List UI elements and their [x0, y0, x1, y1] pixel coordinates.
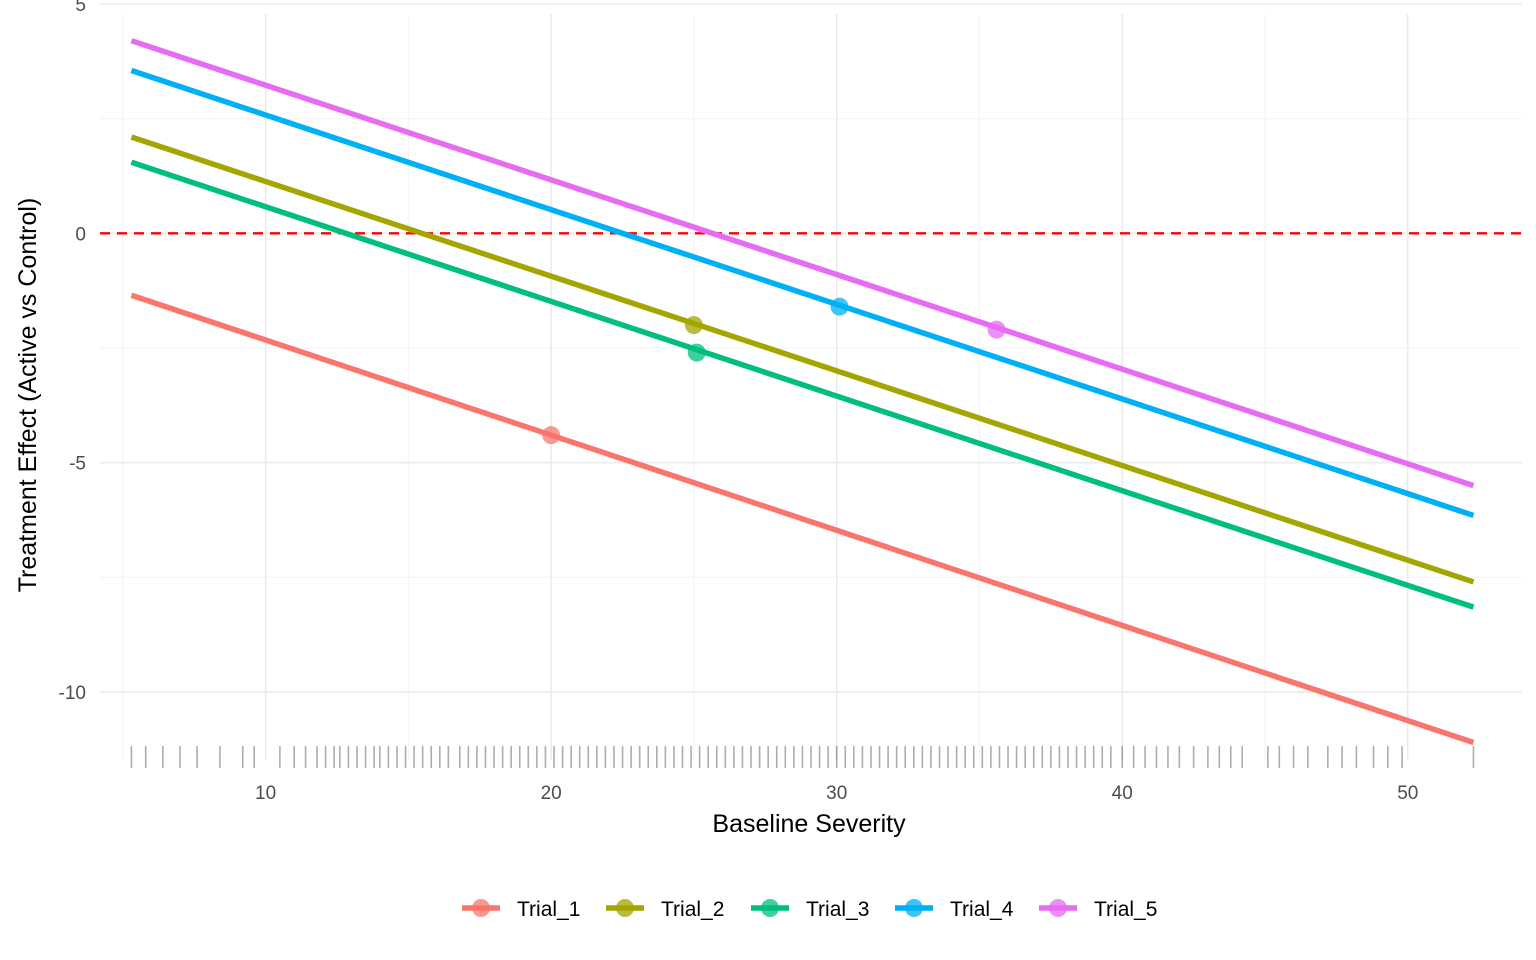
legend-key-point [905, 899, 923, 917]
x-tick-label: 20 [541, 783, 562, 804]
series-point-trial_4 [830, 297, 849, 316]
series-points [542, 297, 1006, 445]
legend-label: Trial_1 [517, 898, 580, 921]
y-axis-title: Treatment Effect (Active vs Control) [14, 198, 42, 593]
legend-key-point [472, 899, 490, 917]
legend-item-trial_1: Trial_1 [462, 898, 580, 921]
legend-item-trial_5: Trial_5 [1039, 898, 1157, 921]
x-tick-label: 40 [1112, 783, 1133, 804]
series-line-trial_5 [130, 38, 1475, 489]
legend-label: Trial_2 [661, 898, 724, 921]
series-point-trial_5 [987, 320, 1006, 339]
legend: Trial_1 Trial_2 Trial_3 Trial_4 Trial_5 [462, 898, 1157, 921]
series-line-trial_4 [130, 67, 1475, 519]
x-axis-title: Baseline Severity [712, 810, 906, 838]
y-tick-label: -5 [69, 454, 86, 475]
series-point-trial_3 [687, 343, 706, 362]
y-tick-label: -10 [59, 683, 86, 704]
rug-marks [130, 746, 1475, 768]
y-tick-label: 5 [75, 0, 86, 16]
y-tick-label: 0 [75, 224, 86, 245]
legend-label: Trial_3 [806, 898, 869, 921]
x-tick-labels: 10 20 30 40 50 [255, 783, 1418, 804]
legend-item-trial_3: Trial_3 [751, 898, 869, 921]
x-tick-label: 10 [255, 783, 276, 804]
series-line-trial_2 [130, 134, 1475, 585]
legend-label: Trial_5 [1094, 898, 1157, 921]
x-tick-label: 50 [1397, 783, 1418, 804]
series-line-trial_3 [130, 159, 1475, 610]
y-tick-labels: 5 0 -5 -10 [59, 0, 86, 704]
series-point-trial_1 [542, 426, 561, 445]
x-tick-label: 30 [826, 783, 847, 804]
grid-lines [100, 3, 1522, 760]
legend-label: Trial_4 [950, 898, 1014, 921]
legend-item-trial_2: Trial_2 [606, 898, 724, 921]
series-lines [130, 38, 1475, 746]
legend-key-point [616, 899, 634, 917]
series-point-trial_2 [684, 316, 703, 335]
legend-key-point [761, 899, 779, 917]
legend-item-trial_4: Trial_4 [895, 898, 1014, 921]
series-line-trial_1 [130, 292, 1475, 746]
legend-key-point [1049, 899, 1067, 917]
